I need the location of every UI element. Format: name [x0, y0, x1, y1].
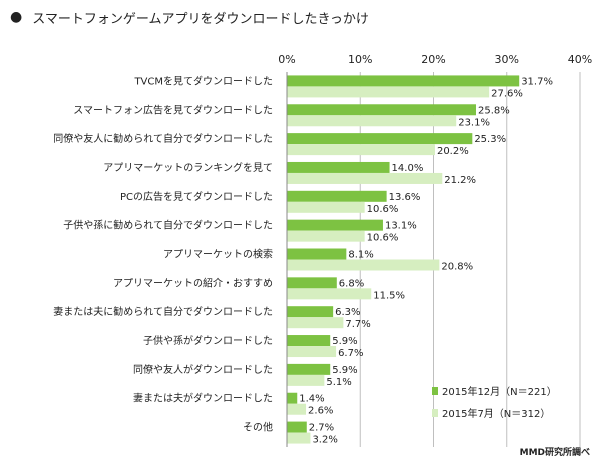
category-label: 子供や孫がダウンロードした [143, 334, 273, 347]
bar-jul-2015 [287, 403, 307, 415]
bar-dec-2015 [287, 335, 331, 347]
value-label-jul: 27.6% [491, 88, 523, 99]
value-label-dec: 13.6% [389, 192, 421, 203]
value-label-dec: 6.8% [339, 278, 364, 289]
legend-label-dec: 2015年12月（N＝221） [442, 385, 557, 398]
bar-dec-2015 [287, 277, 337, 289]
chart-title: スマートフォンゲームアプリをダウンロードしたきっかけ [32, 11, 369, 27]
bar-jul-2015 [287, 201, 365, 213]
category-label: TVCMを見てダウンロードした [133, 74, 273, 87]
value-label-dec: 8.1% [348, 250, 373, 261]
x-tick-label: 10% [348, 53, 372, 66]
value-label-jul: 21.2% [444, 175, 476, 186]
bar-dec-2015 [287, 104, 476, 116]
category-label: 妻または夫に勧められて自分でダウンロードした [53, 305, 273, 318]
legend-swatch-dec [432, 387, 438, 395]
bar-jul-2015 [287, 172, 443, 184]
category-label: アプリマーケットの紹介・おすすめ [113, 276, 273, 289]
bar-jul-2015 [287, 374, 325, 386]
category-label: PCの広告を見てダウンロードした [120, 190, 273, 203]
bar-dec-2015 [287, 306, 334, 318]
bar-dec-2015 [287, 248, 347, 260]
x-tick-label: 20% [421, 53, 445, 66]
bar-jul-2015 [287, 432, 311, 444]
bar-dec-2015 [287, 190, 387, 202]
value-label-jul: 7.7% [345, 319, 370, 330]
value-label-jul: 5.1% [326, 377, 351, 388]
bar-dec-2015 [287, 161, 390, 173]
value-label-jul: 6.7% [338, 348, 363, 359]
bar-dec-2015 [287, 133, 473, 145]
bar-dec-2015 [287, 219, 383, 231]
bar-jul-2015 [287, 115, 457, 127]
value-label-dec: 5.9% [332, 336, 357, 347]
value-label-dec: 1.4% [299, 394, 324, 405]
value-label-dec: 25.3% [474, 134, 506, 145]
category-label: 子供や孫に勧められて自分でダウンロードした [63, 219, 273, 232]
bar-jul-2015 [287, 144, 435, 156]
bar-jul-2015 [287, 86, 490, 98]
bar-dec-2015 [287, 421, 307, 433]
value-label-jul: 23.1% [458, 117, 490, 128]
value-label-dec: 13.1% [385, 221, 417, 232]
value-label-dec: 2.7% [309, 423, 334, 434]
bar-dec-2015 [287, 392, 298, 404]
x-tick-label: 40% [568, 53, 592, 66]
category-label: 妻または夫がダウンロードした [133, 392, 273, 405]
bar-jul-2015 [287, 259, 440, 271]
bar-jul-2015 [287, 230, 365, 242]
bar-dec-2015 [287, 363, 331, 375]
bar-jul-2015 [287, 288, 372, 300]
bar-jul-2015 [287, 317, 344, 329]
value-label-dec: 6.3% [335, 307, 360, 318]
value-label-dec: 5.9% [332, 365, 357, 376]
value-label-dec: 31.7% [521, 76, 553, 87]
title-bullet-icon: ● [10, 9, 23, 25]
category-label: 同僚や友人がダウンロードした [133, 363, 273, 376]
category-label: 同僚や友人に勧められて自分でダウンロードした [53, 132, 273, 145]
value-label-jul: 20.8% [441, 262, 473, 273]
legend-swatch-jul [432, 409, 438, 417]
value-label-jul: 2.6% [308, 406, 333, 417]
bar-jul-2015 [287, 346, 337, 358]
bar-dec-2015 [287, 75, 520, 87]
category-label: アプリマーケットのランキングを見て [103, 161, 273, 174]
value-label-jul: 11.5% [373, 290, 405, 301]
value-label-jul: 10.6% [367, 204, 399, 215]
x-tick-label: 30% [495, 53, 519, 66]
value-label-dec: 14.0% [392, 163, 424, 174]
value-label-dec: 25.8% [478, 105, 510, 116]
legend-label-jul: 2015年7月（N＝312） [442, 407, 550, 420]
x-tick-label: 0% [278, 53, 295, 66]
category-label: スマートフォン広告を見てダウンロードした [73, 103, 273, 116]
value-label-jul: 20.2% [437, 146, 469, 157]
chart-title-row: ● スマートフォンゲームアプリをダウンロードしたきっかけ [10, 6, 369, 28]
value-label-jul: 3.2% [312, 435, 337, 446]
category-label: アプリマーケットの検索 [163, 248, 273, 261]
value-label-jul: 10.6% [367, 233, 399, 244]
source-credit: MMD研究所調べ [519, 448, 590, 458]
category-label: その他 [243, 421, 273, 434]
